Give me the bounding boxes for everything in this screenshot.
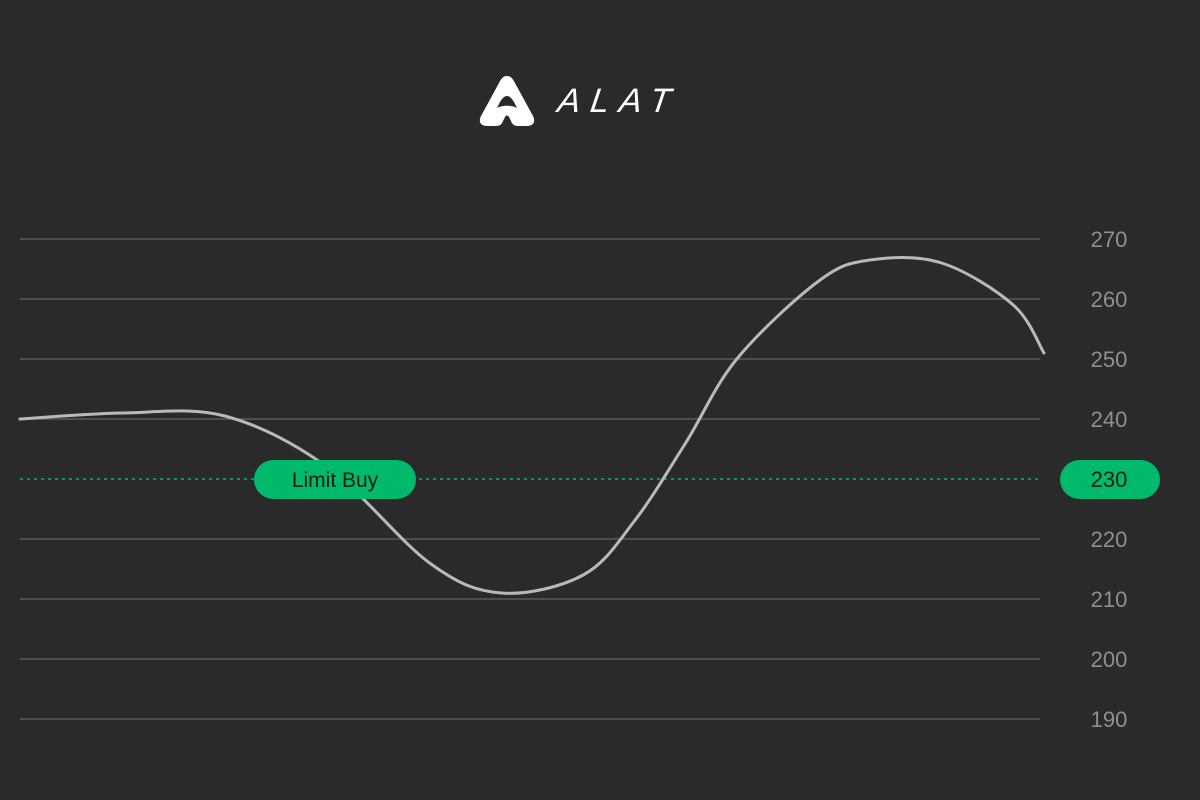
y-tick-label-210: 210 bbox=[1091, 587, 1128, 612]
limit-buy-pill[interactable]: Limit Buy bbox=[254, 460, 416, 499]
alat-logo-icon bbox=[479, 76, 535, 126]
y-tick-label-190: 190 bbox=[1091, 707, 1128, 732]
limit-buy-pill-bg bbox=[254, 460, 416, 499]
limit-labels: Limit Buy 230 bbox=[254, 460, 1160, 499]
limit-value-label: 230 bbox=[1091, 467, 1128, 492]
y-tick-label-200: 200 bbox=[1091, 647, 1128, 672]
y-tick-label-240: 240 bbox=[1091, 407, 1128, 432]
grid-lines bbox=[20, 238, 1040, 720]
brand-logo: ALAT bbox=[478, 74, 683, 128]
y-axis-ticks: 270 260 250 240 220 210 200 190 bbox=[1091, 227, 1128, 732]
price-series bbox=[18, 256, 1046, 595]
y-tick-label-250: 250 bbox=[1091, 347, 1128, 372]
limit-buy-label: Limit Buy bbox=[292, 469, 379, 492]
y-tick-label-270: 270 bbox=[1091, 227, 1128, 252]
limit-value-badge[interactable]: 230 bbox=[1060, 460, 1160, 499]
limit-value-badge-bg bbox=[1060, 460, 1160, 499]
price-line bbox=[18, 256, 1046, 595]
y-tick-label-260: 260 bbox=[1091, 287, 1128, 312]
y-tick-label-220: 220 bbox=[1091, 527, 1128, 552]
